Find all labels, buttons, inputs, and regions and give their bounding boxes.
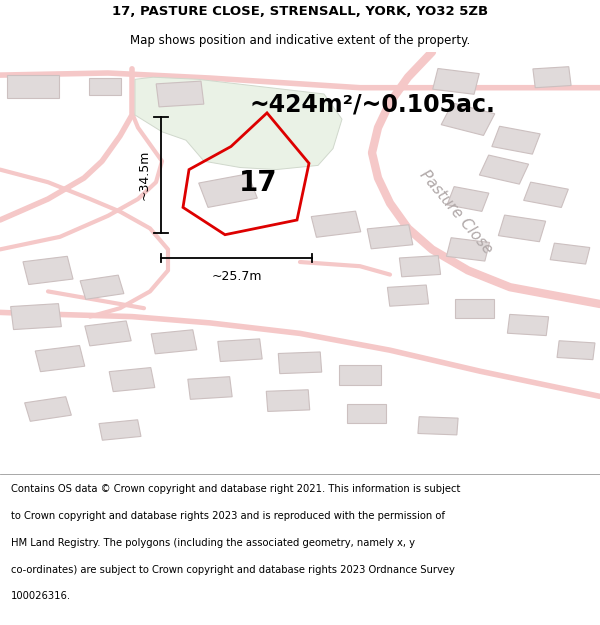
Polygon shape xyxy=(446,238,490,261)
Polygon shape xyxy=(89,78,121,95)
Polygon shape xyxy=(447,187,489,211)
Text: 17, PASTURE CLOSE, STRENSALL, YORK, YO32 5ZB: 17, PASTURE CLOSE, STRENSALL, YORK, YO32… xyxy=(112,5,488,18)
Text: 17: 17 xyxy=(239,169,277,198)
Polygon shape xyxy=(99,420,141,440)
Text: to Crown copyright and database rights 2023 and is reproduced with the permissio: to Crown copyright and database rights 2… xyxy=(11,511,445,521)
Polygon shape xyxy=(218,339,262,361)
Polygon shape xyxy=(455,299,493,318)
Polygon shape xyxy=(400,256,440,277)
Polygon shape xyxy=(188,377,232,399)
Polygon shape xyxy=(278,352,322,374)
Text: Pasture Close: Pasture Close xyxy=(417,167,495,256)
Polygon shape xyxy=(85,321,131,346)
Text: 100026316.: 100026316. xyxy=(11,591,71,601)
Polygon shape xyxy=(388,285,428,306)
Polygon shape xyxy=(508,314,548,336)
Polygon shape xyxy=(311,211,361,238)
Polygon shape xyxy=(25,397,71,421)
Polygon shape xyxy=(135,78,342,169)
Polygon shape xyxy=(80,275,124,299)
Polygon shape xyxy=(533,67,571,88)
Polygon shape xyxy=(35,346,85,372)
Polygon shape xyxy=(199,174,257,208)
Polygon shape xyxy=(479,155,529,184)
Polygon shape xyxy=(339,366,381,386)
Polygon shape xyxy=(441,103,495,136)
Polygon shape xyxy=(11,304,61,329)
Text: HM Land Registry. The polygons (including the associated geometry, namely x, y: HM Land Registry. The polygons (includin… xyxy=(11,538,415,548)
Polygon shape xyxy=(367,225,413,249)
Polygon shape xyxy=(418,417,458,435)
Polygon shape xyxy=(433,69,479,94)
Polygon shape xyxy=(499,215,545,242)
Polygon shape xyxy=(347,404,386,422)
Text: ~34.5m: ~34.5m xyxy=(137,149,151,200)
Polygon shape xyxy=(550,243,590,264)
Text: ~424m²/~0.105ac.: ~424m²/~0.105ac. xyxy=(249,92,495,116)
Text: ~25.7m: ~25.7m xyxy=(211,270,262,283)
Polygon shape xyxy=(156,81,204,107)
Polygon shape xyxy=(524,182,568,208)
Polygon shape xyxy=(7,75,59,98)
Polygon shape xyxy=(266,390,310,411)
Polygon shape xyxy=(492,126,540,154)
Polygon shape xyxy=(151,330,197,354)
Polygon shape xyxy=(23,256,73,284)
Text: Map shows position and indicative extent of the property.: Map shows position and indicative extent… xyxy=(130,34,470,47)
Polygon shape xyxy=(557,341,595,359)
Text: co-ordinates) are subject to Crown copyright and database rights 2023 Ordnance S: co-ordinates) are subject to Crown copyr… xyxy=(11,564,455,574)
Polygon shape xyxy=(109,368,155,392)
Text: Contains OS data © Crown copyright and database right 2021. This information is : Contains OS data © Crown copyright and d… xyxy=(11,484,460,494)
